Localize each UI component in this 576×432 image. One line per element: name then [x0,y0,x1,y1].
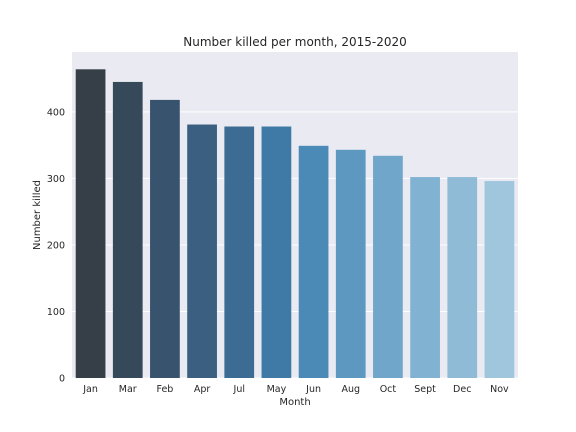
gridlines [72,111,518,379]
y-axis-label: Number killed [32,180,43,250]
bars [75,69,515,378]
x-tick-label: Jun [305,384,321,395]
y-tick-labels: 0 100 200 300 400 [47,107,65,384]
x-tick-label: Mar [119,384,137,395]
bar-jan [75,69,106,378]
x-tick-label: May [267,384,287,395]
x-tick-label: Feb [157,384,174,395]
x-tick-label: Nov [490,384,509,395]
bar-jun [298,145,329,378]
bar-may [261,126,292,378]
y-tick-label: 400 [47,107,65,118]
bar-oct [373,155,403,378]
x-axis-label: Month [279,397,310,408]
y-tick-label: 200 [47,240,65,251]
x-tick-label: Oct [380,384,397,395]
bar-sept [410,177,440,378]
y-tick-label: 100 [47,307,65,318]
bar-dec [447,177,478,378]
bar-nov [484,181,515,378]
bar-jul [224,126,255,378]
x-tick-labels: Jan Mar Feb Apr Jul May Jun Aug Oct Sept Dec Nov [82,384,509,395]
bar-mar [112,81,143,378]
x-tick-label: Aug [341,384,360,395]
chart-title: Number killed per month, 2015-2020 [183,35,407,49]
x-tick-label: Jul [233,384,245,395]
y-tick-label: 300 [47,174,65,185]
bar-aug [335,149,366,378]
plot-area [72,52,518,378]
x-tick-label: Apr [194,384,211,395]
x-tick-label: Jan [82,384,98,395]
x-tick-label: Sept [414,384,436,395]
bar-apr [187,124,217,378]
y-tick-label: 0 [59,374,65,385]
x-tick-label: Dec [453,384,471,395]
bar-feb [150,99,180,378]
